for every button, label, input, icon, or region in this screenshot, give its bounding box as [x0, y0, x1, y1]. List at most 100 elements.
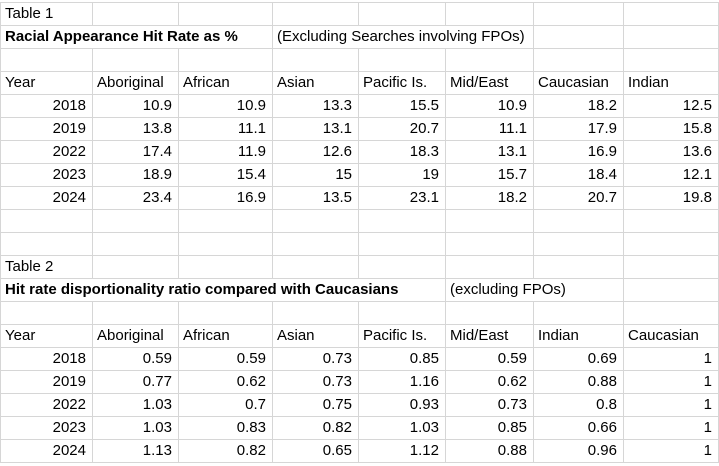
empty-cell[interactable]	[359, 3, 446, 26]
column-header-cell[interactable]: Pacific Is.	[359, 72, 446, 95]
value-cell[interactable]: 0.85	[446, 417, 534, 440]
year-cell[interactable]: 2023	[1, 164, 93, 187]
value-cell[interactable]: 17.9	[534, 118, 624, 141]
empty-cell[interactable]	[624, 49, 719, 72]
empty-cell[interactable]	[446, 256, 534, 279]
value-cell[interactable]: 23.4	[93, 187, 179, 210]
value-cell[interactable]: 0.73	[273, 348, 359, 371]
year-cell[interactable]: 2018	[1, 348, 93, 371]
value-cell[interactable]: 18.2	[534, 95, 624, 118]
value-cell[interactable]: 13.6	[624, 141, 719, 164]
year-cell[interactable]: 2022	[1, 141, 93, 164]
empty-cell[interactable]	[359, 302, 446, 325]
year-cell[interactable]: 2024	[1, 440, 93, 463]
empty-cell[interactable]	[273, 3, 359, 26]
value-cell[interactable]: 11.9	[179, 141, 273, 164]
column-header-cell[interactable]: Pacific Is.	[359, 325, 446, 348]
empty-cell[interactable]	[359, 256, 446, 279]
value-cell[interactable]: 0.62	[446, 371, 534, 394]
value-cell[interactable]: 0.59	[179, 348, 273, 371]
value-cell[interactable]: 10.9	[179, 95, 273, 118]
value-cell[interactable]: 1	[624, 371, 719, 394]
column-header-cell[interactable]: Mid/East	[446, 325, 534, 348]
value-cell[interactable]: 10.9	[93, 95, 179, 118]
column-header-cell[interactable]: Year	[1, 72, 93, 95]
value-cell[interactable]: 15.5	[359, 95, 446, 118]
value-cell[interactable]: 0.77	[93, 371, 179, 394]
empty-cell[interactable]	[624, 3, 719, 26]
empty-cell[interactable]	[359, 233, 446, 256]
empty-cell[interactable]	[273, 256, 359, 279]
value-cell[interactable]: 19.8	[624, 187, 719, 210]
empty-cell[interactable]	[179, 233, 273, 256]
value-cell[interactable]: 18.2	[446, 187, 534, 210]
column-header-cell[interactable]: Asian	[273, 72, 359, 95]
table1-title-cell[interactable]: Racial Appearance Hit Rate as %	[1, 26, 273, 49]
value-cell[interactable]: 12.5	[624, 95, 719, 118]
value-cell[interactable]: 0.75	[273, 394, 359, 417]
empty-cell[interactable]	[534, 210, 624, 233]
value-cell[interactable]: 18.9	[93, 164, 179, 187]
value-cell[interactable]: 13.1	[273, 118, 359, 141]
column-header-cell[interactable]: Mid/East	[446, 72, 534, 95]
value-cell[interactable]: 12.1	[624, 164, 719, 187]
table1-label-cell[interactable]: Table 1	[1, 3, 93, 26]
empty-cell[interactable]	[446, 210, 534, 233]
value-cell[interactable]: 18.3	[359, 141, 446, 164]
value-cell[interactable]: 1.03	[359, 417, 446, 440]
value-cell[interactable]: 0.82	[179, 440, 273, 463]
empty-cell[interactable]	[624, 210, 719, 233]
empty-cell[interactable]	[273, 233, 359, 256]
value-cell[interactable]: 20.7	[359, 118, 446, 141]
value-cell[interactable]: 0.69	[534, 348, 624, 371]
value-cell[interactable]: 0.8	[534, 394, 624, 417]
year-cell[interactable]: 2022	[1, 394, 93, 417]
column-header-cell[interactable]: Caucasian	[534, 72, 624, 95]
empty-cell[interactable]	[93, 256, 179, 279]
value-cell[interactable]: 1.03	[93, 394, 179, 417]
value-cell[interactable]: 15.4	[179, 164, 273, 187]
value-cell[interactable]: 0.96	[534, 440, 624, 463]
table2-note-cell[interactable]: (excluding FPOs)	[446, 279, 624, 302]
year-cell[interactable]: 2018	[1, 95, 93, 118]
value-cell[interactable]: 0.88	[534, 371, 624, 394]
empty-cell[interactable]	[93, 3, 179, 26]
value-cell[interactable]: 15.8	[624, 118, 719, 141]
empty-cell[interactable]	[446, 233, 534, 256]
value-cell[interactable]: 0.59	[93, 348, 179, 371]
value-cell[interactable]: 0.83	[179, 417, 273, 440]
column-header-cell[interactable]: African	[179, 72, 273, 95]
empty-cell[interactable]	[534, 26, 624, 49]
column-header-cell[interactable]: Asian	[273, 325, 359, 348]
empty-cell[interactable]	[1, 210, 93, 233]
empty-cell[interactable]	[273, 49, 359, 72]
value-cell[interactable]: 13.3	[273, 95, 359, 118]
year-cell[interactable]: 2023	[1, 417, 93, 440]
value-cell[interactable]: 23.1	[359, 187, 446, 210]
year-cell[interactable]: 2024	[1, 187, 93, 210]
empty-cell[interactable]	[359, 49, 446, 72]
value-cell[interactable]: 1.03	[93, 417, 179, 440]
value-cell[interactable]: 0.66	[534, 417, 624, 440]
value-cell[interactable]: 0.88	[446, 440, 534, 463]
table2-title-cell[interactable]: Hit rate disportionality ratio compared …	[1, 279, 446, 302]
value-cell[interactable]: 15.7	[446, 164, 534, 187]
value-cell[interactable]: 16.9	[179, 187, 273, 210]
empty-cell[interactable]	[1, 302, 93, 325]
column-header-cell[interactable]: African	[179, 325, 273, 348]
empty-cell[interactable]	[179, 3, 273, 26]
value-cell[interactable]: 0.65	[273, 440, 359, 463]
value-cell[interactable]: 1.16	[359, 371, 446, 394]
empty-cell[interactable]	[93, 210, 179, 233]
value-cell[interactable]: 17.4	[93, 141, 179, 164]
empty-cell[interactable]	[624, 279, 719, 302]
column-header-cell[interactable]: Aboriginal	[93, 325, 179, 348]
value-cell[interactable]: 0.7	[179, 394, 273, 417]
value-cell[interactable]: 13.1	[446, 141, 534, 164]
value-cell[interactable]: 16.9	[534, 141, 624, 164]
value-cell[interactable]: 10.9	[446, 95, 534, 118]
value-cell[interactable]: 1	[624, 348, 719, 371]
empty-cell[interactable]	[624, 233, 719, 256]
empty-cell[interactable]	[93, 49, 179, 72]
empty-cell[interactable]	[446, 302, 534, 325]
